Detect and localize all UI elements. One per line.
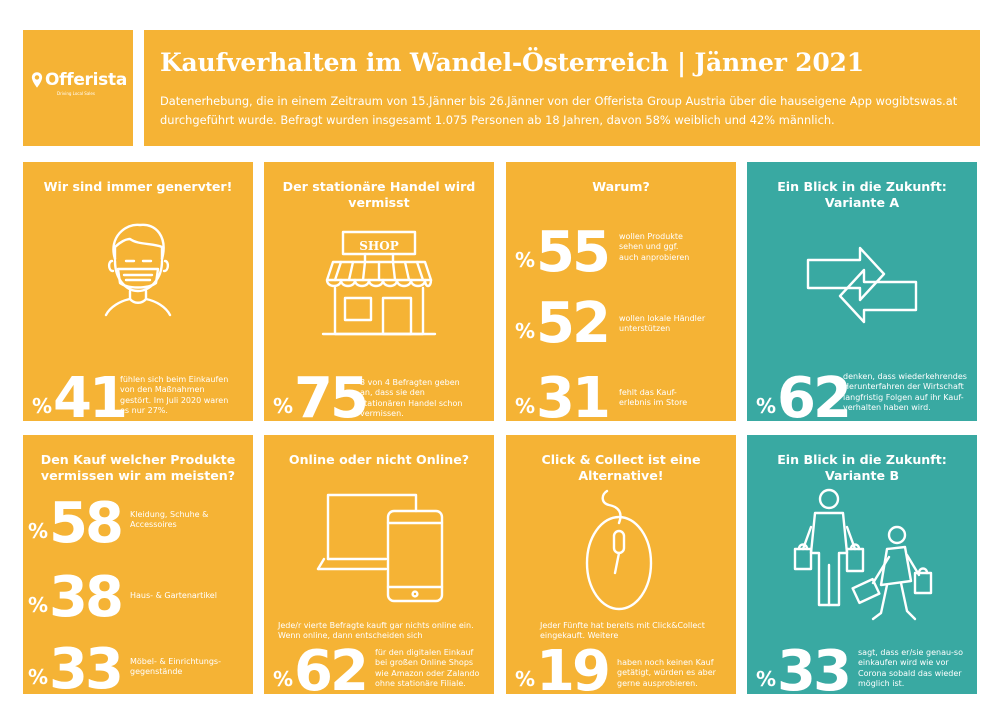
stat: % 62: [273, 639, 369, 695]
stat-value: 75: [294, 366, 369, 422]
shoppers-icon: [793, 488, 933, 621]
card-title: Ein Blick in die Zukunft: Variante B: [777, 452, 947, 483]
stat-text: haben noch keinen Kauf getätigt, würden …: [617, 658, 716, 688]
percent-sign: %: [28, 519, 49, 543]
mouse-icon: [585, 489, 653, 611]
percent-sign: %: [32, 394, 53, 418]
shop-icon: [321, 230, 437, 336]
percent-sign: %: [28, 593, 49, 617]
arrows-icon: [806, 246, 918, 324]
card-title: Warum?: [592, 179, 650, 194]
stat-value: 33: [777, 639, 852, 695]
stat-value: 41: [53, 366, 128, 422]
stat: % 62: [756, 366, 852, 422]
card-title: Click & Collect ist eine Alternative!: [541, 452, 701, 483]
stat-value: 62: [294, 639, 369, 695]
card-future-a: Ein Blick in die Zukunft: Variante A % 6…: [747, 162, 977, 421]
percent-sign: %: [515, 319, 536, 343]
stat: % 75: [273, 366, 369, 422]
stat-text: fühlen sich beim Einkaufen von den Maßna…: [120, 375, 229, 416]
stat-text: fehlt das Kauf-erlebnis im Store: [619, 388, 688, 408]
brand-tagline: Driving Local Sales: [57, 91, 95, 96]
stat-value: 58: [49, 491, 124, 556]
percent-sign: %: [756, 394, 777, 418]
percent-sign: %: [273, 667, 294, 691]
brand-name: Offerista: [44, 70, 127, 90]
intro-text: Jede/r vierte Befragte kauft gar nichts …: [278, 621, 474, 641]
stat: % 31: [515, 366, 611, 422]
card-title: Online oder nicht Online?: [288, 452, 470, 467]
stat: % 19: [515, 639, 611, 695]
shop-sign-text: SHOP: [359, 239, 399, 253]
card-title: Den Kauf welcher Produkte vermissen wir …: [40, 452, 236, 483]
card-future-b: Ein Blick in die Zukunft: Variante B % 3…: [747, 435, 977, 694]
stat: % 41: [32, 366, 128, 422]
page-subtitle: Datenerhebung, die in einem Zeitraum von…: [160, 94, 958, 127]
percent-sign: %: [28, 665, 49, 689]
stat-text: Kleidung, Schuhe & Accessoires: [130, 510, 209, 530]
card-why: Warum? % 55 wollen Produkte sehen und gg…: [506, 162, 736, 421]
stat-value: 38: [49, 565, 124, 630]
devices-icon: [316, 493, 444, 603]
percent-sign: %: [515, 667, 536, 691]
percent-sign: %: [756, 667, 777, 691]
percent-sign: %: [515, 394, 536, 418]
stat-value: 55: [536, 220, 611, 285]
percent-sign: %: [515, 248, 536, 272]
masked-face-icon: [104, 223, 172, 317]
stat-value: 62: [777, 366, 852, 422]
location-pin-icon: [31, 72, 43, 88]
stat-text: sagt, dass er/sie genau-so einkaufen wir…: [858, 648, 963, 689]
stat: % 58: [28, 491, 124, 556]
card-retail: Der stationäre Handel wird vermisst SHOP…: [264, 162, 494, 421]
percent-sign: %: [273, 394, 294, 418]
stat-text: Möbel- & Einrichtungs-gegenstände: [130, 657, 221, 677]
intro-text: Jeder Fünfte hat bereits mit Click&Colle…: [540, 621, 705, 641]
card-online: Online oder nicht Online? Jede/r vierte …: [264, 435, 494, 694]
stat: % 52: [515, 291, 611, 356]
stat-text: Haus- & Gartenartikel: [130, 591, 217, 600]
card-title: Wir sind immer genervter!: [43, 179, 233, 194]
card-products: Den Kauf welcher Produkte vermissen wir …: [23, 435, 253, 694]
stat-value: 52: [536, 291, 611, 356]
card-title: Der stationäre Handel wird vermisst: [282, 179, 476, 210]
offerista-logo: Offerista Driving Local Sales: [31, 70, 127, 96]
stat: % 33: [756, 639, 852, 695]
card-annoyed: Wir sind immer genervter! % 41 fühlen si…: [23, 162, 253, 421]
stat-text: denken, dass wiederkehrendes Herunterfah…: [843, 372, 967, 413]
stat-text: für den digitalen Einkauf bei großen Onl…: [375, 648, 480, 689]
stat-text: 3 von 4 Befragten geben an, dass sie den…: [360, 378, 463, 419]
page-title: Kaufverhalten im Wandel-Österreich | Jän…: [160, 48, 864, 77]
card-title: Ein Blick in die Zukunft: Variante A: [777, 179, 947, 210]
logo-panel: Offerista Driving Local Sales: [23, 30, 133, 146]
stat-value: 31: [536, 366, 611, 422]
header-panel: Kaufverhalten im Wandel-Österreich | Jän…: [144, 30, 980, 146]
stat-value: 19: [536, 639, 611, 695]
stat: % 55: [515, 220, 611, 285]
card-click-collect: Click & Collect ist eine Alternative! Je…: [506, 435, 736, 694]
stat-text: wollen Produkte sehen und ggf. auch anpr…: [619, 232, 690, 262]
stat: % 38: [28, 565, 124, 630]
stat: % 33: [28, 637, 124, 695]
stat-text: wollen lokale Händler unterstützen: [619, 314, 706, 334]
stat-value: 33: [49, 637, 124, 695]
